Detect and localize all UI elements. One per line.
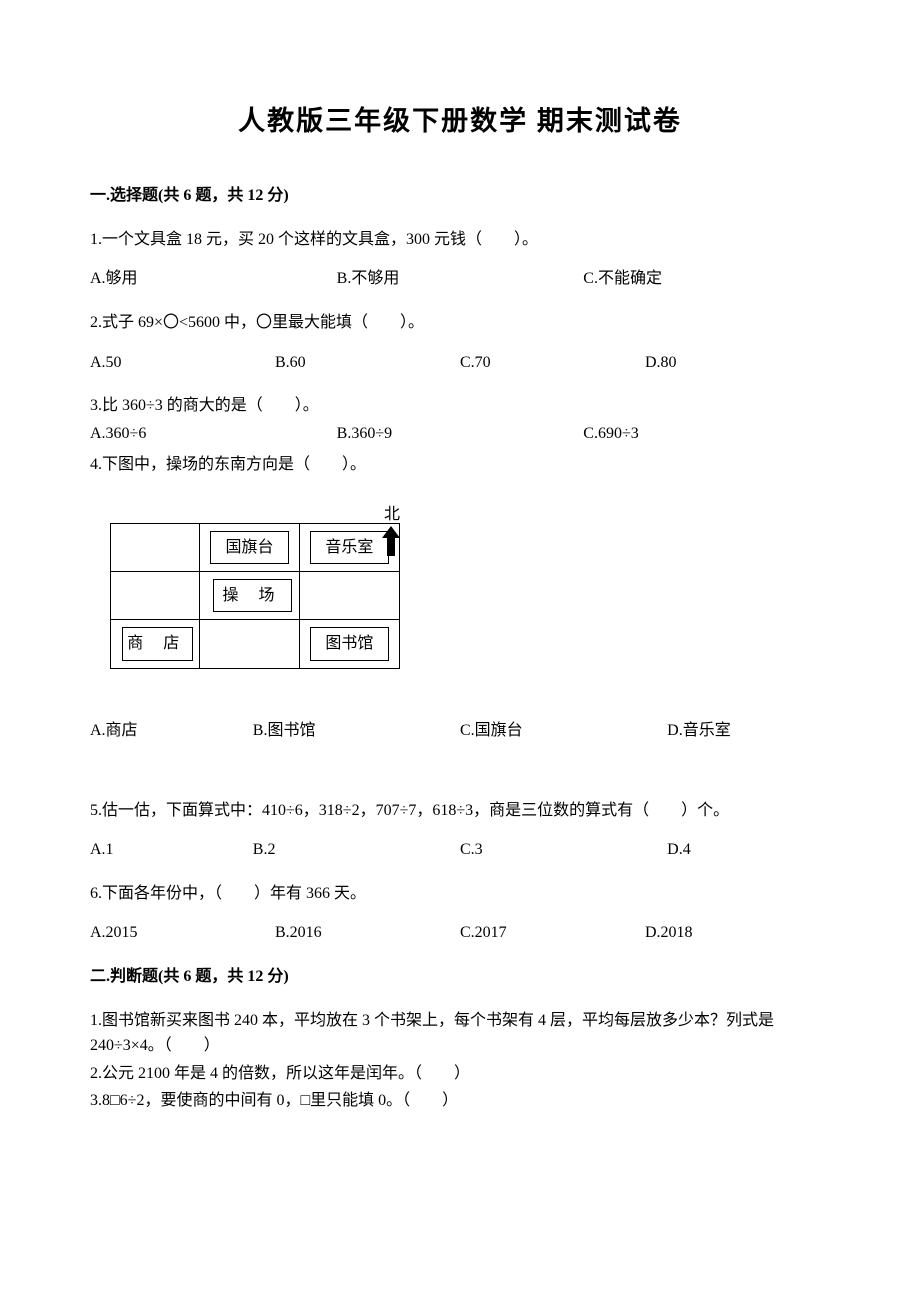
q1-opt-c: C.不能确定	[583, 266, 830, 292]
cell-music: 音乐室	[300, 524, 399, 571]
q1: 1.一个文具盒 18 元，买 20 个这样的文具盒，300 元钱（ ）。 A.够…	[90, 227, 830, 292]
q4-opt-c: C.国旗台	[460, 718, 667, 744]
q5: 5.估一估，下面算式中：410÷6，318÷2，707÷7，618÷3，商是三位…	[90, 798, 830, 863]
q6-text: 6.下面各年份中，（ ）年有 366 天。	[90, 881, 830, 907]
q2-opt-d: D.80	[645, 350, 830, 376]
q6-opt-a: A.2015	[90, 920, 275, 946]
cell-library-label: 图书馆	[310, 627, 389, 661]
q3: 3.比 360÷3 的商大的是（ ）。 A.360÷6 B.360÷9 C.69…	[90, 393, 830, 446]
q2: 2.式子 69×〇<5600 中，〇里最大能填（ ）。 A.50 B.60 C.…	[90, 310, 830, 375]
cell-empty-mr	[300, 572, 399, 619]
q4-opt-a: A.商店	[90, 718, 253, 744]
q4-opt-b: B.图书馆	[253, 718, 460, 744]
q6-options: A.2015 B.2016 C.2017 D.2018	[90, 920, 830, 946]
grid-row-2: 操 场	[111, 572, 399, 620]
q5-opt-a: A.1	[90, 837, 253, 863]
q6: 6.下面各年份中，（ ）年有 366 天。 A.2015 B.2016 C.20…	[90, 881, 830, 946]
q2-opt-c: C.70	[460, 350, 645, 376]
cell-empty-bm	[200, 620, 299, 668]
q3-text: 3.比 360÷3 的商大的是（ ）。	[90, 393, 830, 419]
grid-row-3: 商 店 图书馆	[111, 620, 399, 668]
q2-opt-a: A.50	[90, 350, 275, 376]
q4: 4.下图中，操场的东南方向是（ ）。 北 国旗台 音乐室 操	[90, 452, 830, 743]
q3-opt-b: B.360÷9	[337, 421, 584, 447]
q3-opt-a: A.360÷6	[90, 421, 337, 447]
q4-diagram: 北 国旗台 音乐室 操 场	[90, 508, 430, 688]
section1-header: 一.选择题(共 6 题，共 12 分)	[90, 183, 830, 209]
q2-options: A.50 B.60 C.70 D.80	[90, 350, 830, 376]
q6-opt-c: C.2017	[460, 920, 645, 946]
q1-text: 1.一个文具盒 18 元，买 20 个这样的文具盒，300 元钱（ ）。	[90, 227, 830, 253]
grid: 国旗台 音乐室 操 场 商 店 图书馆	[110, 523, 400, 669]
q4-options: A.商店 B.图书馆 C.国旗台 D.音乐室	[90, 718, 830, 744]
cell-play-label: 操 场	[213, 579, 292, 612]
q5-opt-b: B.2	[253, 837, 460, 863]
cell-play: 操 场	[200, 572, 299, 619]
cell-shop-label: 商 店	[122, 627, 193, 661]
q6-opt-d: D.2018	[645, 920, 830, 946]
page-title: 人教版三年级下册数学 期末测试卷	[90, 100, 830, 143]
grid-row-1: 国旗台 音乐室	[111, 524, 399, 572]
tf-q1: 1.图书馆新买来图书 240 本，平均放在 3 个书架上，每个书架有 4 层，平…	[90, 1008, 830, 1059]
q2-opt-b: B.60	[275, 350, 460, 376]
q5-text: 5.估一估，下面算式中：410÷6，318÷2，707÷7，618÷3，商是三位…	[90, 798, 830, 824]
section2-header: 二.判断题(共 6 题，共 12 分)	[90, 964, 830, 990]
q2-text: 2.式子 69×〇<5600 中，〇里最大能填（ ）。	[90, 310, 830, 336]
q1-options: A.够用 B.不够用 C.不能确定	[90, 266, 830, 292]
tf-q2: 2.公元 2100 年是 4 的倍数，所以这年是闰年。（ ）	[90, 1061, 830, 1087]
q1-opt-b: B.不够用	[337, 266, 584, 292]
q4-opt-d: D.音乐室	[667, 718, 830, 744]
cell-shop: 商 店	[111, 620, 200, 668]
cell-empty-tl	[111, 524, 200, 571]
cell-flag-label: 国旗台	[210, 531, 289, 564]
cell-empty-ml	[111, 572, 200, 619]
q3-opt-c: C.690÷3	[583, 421, 830, 447]
q4-text: 4.下图中，操场的东南方向是（ ）。	[90, 452, 830, 478]
q6-opt-b: B.2016	[275, 920, 460, 946]
q5-opt-d: D.4	[667, 837, 830, 863]
q5-opt-c: C.3	[460, 837, 667, 863]
cell-flag: 国旗台	[200, 524, 299, 571]
cell-music-label: 音乐室	[310, 531, 389, 564]
q5-options: A.1 B.2 C.3 D.4	[90, 837, 830, 863]
cell-library: 图书馆	[300, 620, 399, 668]
tf-q3: 3.8□6÷2，要使商的中间有 0，□里只能填 0。（ ）	[90, 1088, 830, 1114]
q1-opt-a: A.够用	[90, 266, 337, 292]
q3-options: A.360÷6 B.360÷9 C.690÷3	[90, 421, 830, 447]
